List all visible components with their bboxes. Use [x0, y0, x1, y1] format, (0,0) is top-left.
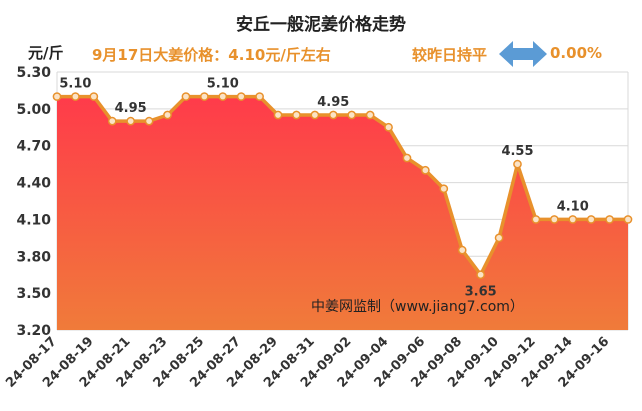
- data-point: [568, 215, 578, 224]
- data-point: [126, 116, 136, 126]
- data-point: [292, 110, 301, 120]
- data-point: [623, 215, 633, 224]
- data-point: [476, 270, 485, 280]
- y-axis-unit: 元/斤: [28, 44, 64, 62]
- area-fill: [57, 96, 628, 330]
- y-tick-label: 5.30: [16, 65, 51, 81]
- data-point: [384, 122, 393, 132]
- watermark: 中姜网监制（www.jiang7.com）: [311, 299, 524, 315]
- data-point: [347, 110, 357, 120]
- change-percent: 0.00%: [550, 44, 603, 62]
- data-point: [71, 92, 80, 101]
- data-point: [531, 215, 541, 224]
- y-tick-label: 3.50: [16, 286, 51, 302]
- data-point: [605, 215, 614, 224]
- y-tick-label: 4.40: [16, 176, 51, 192]
- data-point: [421, 165, 430, 175]
- double-arrow-icon: [499, 41, 547, 67]
- chart-title: 安丘一般泥姜价格走势: [236, 15, 406, 35]
- y-tick-label: 4.70: [16, 139, 51, 155]
- data-point: [549, 215, 559, 224]
- x-axis-ticks: 24-08-1724-08-1924-08-2124-08-2324-08-25…: [3, 334, 612, 391]
- data-point: [402, 153, 412, 163]
- y-tick-label: 4.10: [16, 212, 51, 228]
- data-label: 5.10: [59, 77, 91, 92]
- data-label: 4.10: [557, 199, 589, 214]
- data-point: [439, 184, 449, 194]
- data-label: 4.55: [501, 144, 533, 159]
- data-point: [513, 159, 522, 169]
- data-label: 4.95: [115, 101, 147, 116]
- data-point: [236, 92, 246, 101]
- data-labels: 5.10 4.95 5.10 4.95 3.65 4.55 4.10: [59, 77, 588, 300]
- data-point: [200, 92, 209, 101]
- today-price-text: 9月17日大姜价格：4.10元/斤左右: [92, 46, 331, 64]
- data-point: [218, 92, 228, 101]
- y-tick-label: 5.00: [16, 102, 51, 118]
- data-point: [107, 116, 117, 126]
- data-point: [365, 110, 375, 120]
- data-label: 4.95: [317, 95, 349, 110]
- data-point: [181, 92, 191, 101]
- data-point: [89, 92, 99, 101]
- data-point: [457, 245, 467, 255]
- data-point: [494, 233, 504, 243]
- data-label: 3.65: [465, 285, 497, 300]
- data-point: [586, 215, 596, 224]
- data-point: [310, 110, 320, 120]
- data-point: [273, 110, 283, 120]
- data-label: 5.10: [207, 77, 239, 92]
- data-point: [144, 116, 154, 126]
- y-tick-label: 3.20: [16, 323, 51, 339]
- comparison-text: 较昨日持平: [412, 46, 488, 64]
- data-point: [255, 92, 264, 101]
- data-point: [52, 92, 62, 101]
- y-axis-ticks: 5.30 5.00 4.70 4.40 4.10 3.80 3.50 3.20: [16, 65, 51, 339]
- y-tick-label: 3.80: [16, 249, 51, 265]
- data-point: [328, 110, 338, 120]
- data-point: [163, 110, 172, 120]
- data-points: [52, 92, 633, 280]
